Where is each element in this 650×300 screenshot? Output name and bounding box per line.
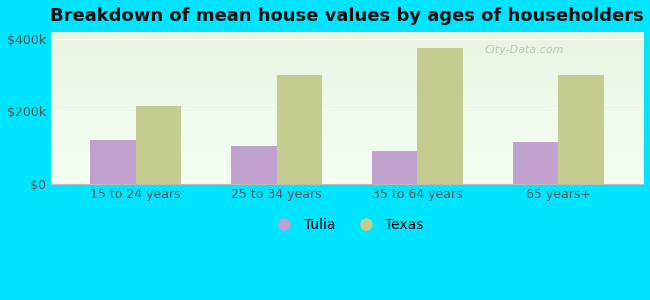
Bar [135,106,181,184]
Bar [231,146,276,184]
Title: Breakdown of mean house values by ages of householders: Breakdown of mean house values by ages o… [50,7,644,25]
Bar [276,75,322,184]
Bar [417,48,463,184]
Bar [514,142,558,184]
Bar [558,75,604,184]
Text: City-Data.com: City-Data.com [485,45,564,55]
Legend: Tulia, Texas: Tulia, Texas [265,212,429,237]
Bar [90,140,135,184]
Bar [372,151,417,184]
